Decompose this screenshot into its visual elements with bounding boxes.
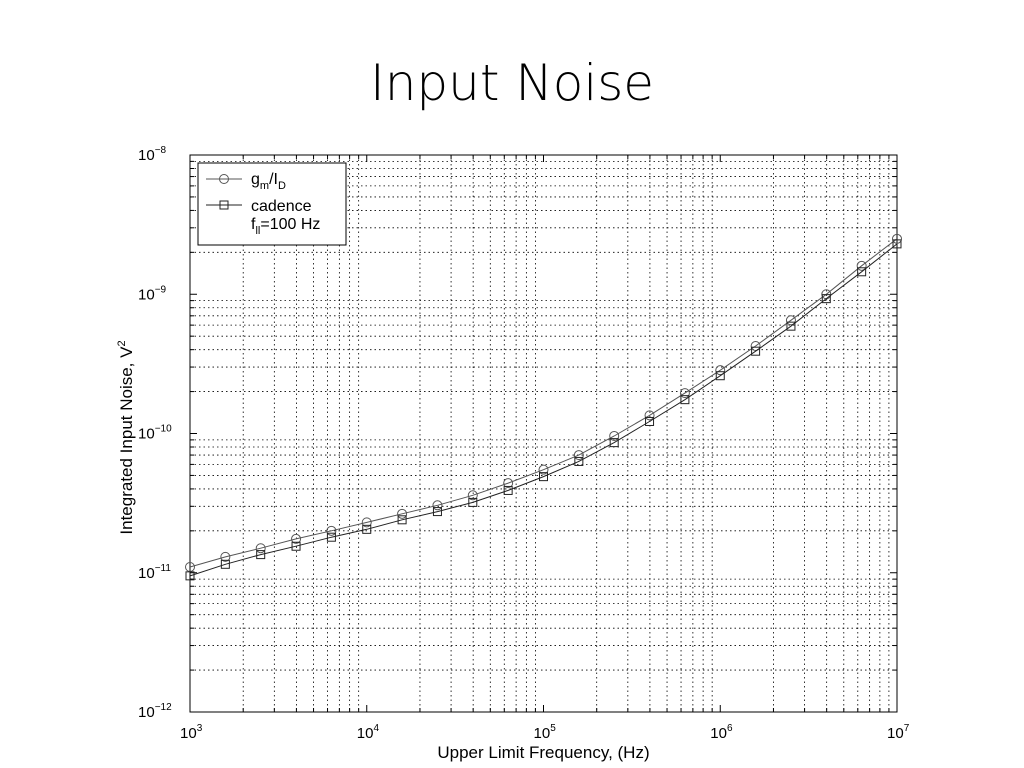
data-point: [361, 517, 372, 528]
data-point: [786, 321, 796, 331]
data-point: [751, 346, 761, 356]
y-tick-label: 10−8: [138, 145, 167, 164]
y-tick-label: 10−11: [138, 563, 171, 582]
data-point: [856, 260, 867, 271]
data-point: [397, 515, 407, 525]
data-point: [503, 478, 514, 489]
x-tick-label: 106: [710, 723, 733, 742]
data-point: [573, 450, 584, 461]
y-tick-label: 10−10: [138, 424, 172, 443]
axis-ticks: [189, 155, 897, 713]
series-line: [189, 238, 898, 568]
legend-marker-square: [219, 200, 229, 210]
data-point: [432, 507, 442, 517]
data-point: [644, 410, 655, 421]
x-axis-label: Upper Limit Frequency, (Hz): [437, 743, 649, 762]
data-point: [467, 490, 478, 501]
data-point: [220, 559, 230, 569]
data-point: [291, 533, 302, 544]
series-line: [189, 243, 898, 577]
data-point: [397, 508, 408, 519]
x-tick-label: 105: [534, 723, 557, 742]
data-point: [857, 267, 867, 277]
data-point: [821, 294, 831, 304]
data-point: [680, 395, 690, 405]
x-tick-label: 103: [180, 723, 203, 742]
data-point: [609, 438, 619, 448]
data-point: [255, 543, 266, 554]
data-point: [538, 464, 549, 475]
data-point: [185, 571, 195, 581]
legend-label-cadence: cadence: [251, 198, 312, 215]
y-tick-label: 10−12: [138, 702, 172, 721]
data-point: [326, 532, 336, 542]
legend-label-gm-id: gm/ID: [251, 171, 286, 192]
series-cadence: [185, 239, 902, 581]
data-point: [539, 472, 548, 482]
axis-labels: 103 104 105 106 107 10−12 10−11 10−10 10−9 10−8 Up…: [116, 145, 910, 762]
data-point: [715, 365, 726, 376]
data-point: [291, 541, 301, 551]
data-point: [468, 497, 478, 507]
slide-title: Input Noise: [369, 54, 655, 112]
data-point: [785, 315, 796, 326]
x-tick-label: 104: [357, 723, 380, 742]
data-point: [892, 239, 902, 249]
data-point: [326, 525, 337, 536]
data-point: [432, 500, 443, 511]
data-point: [892, 233, 902, 244]
legend-marker-circle: [219, 174, 229, 184]
y-tick-label: 10−9: [138, 284, 167, 303]
x-tick-label: 107: [887, 723, 910, 742]
data-point: [220, 551, 231, 562]
data-point: [715, 371, 725, 381]
data-point: [750, 340, 761, 351]
data-point: [645, 416, 655, 426]
legend-box: [197, 162, 347, 246]
legend-label-fll: fll=100 Hz: [251, 216, 320, 237]
series-gm-id: [185, 233, 902, 572]
data-point: [609, 430, 620, 441]
data-point: [362, 524, 372, 534]
data-series: [185, 233, 902, 581]
data-point: [503, 485, 513, 495]
data-point: [574, 456, 584, 466]
data-point: [256, 550, 266, 560]
y-axis-label: Integrated Input Noise, V2: [116, 340, 136, 534]
data-point: [679, 388, 690, 399]
